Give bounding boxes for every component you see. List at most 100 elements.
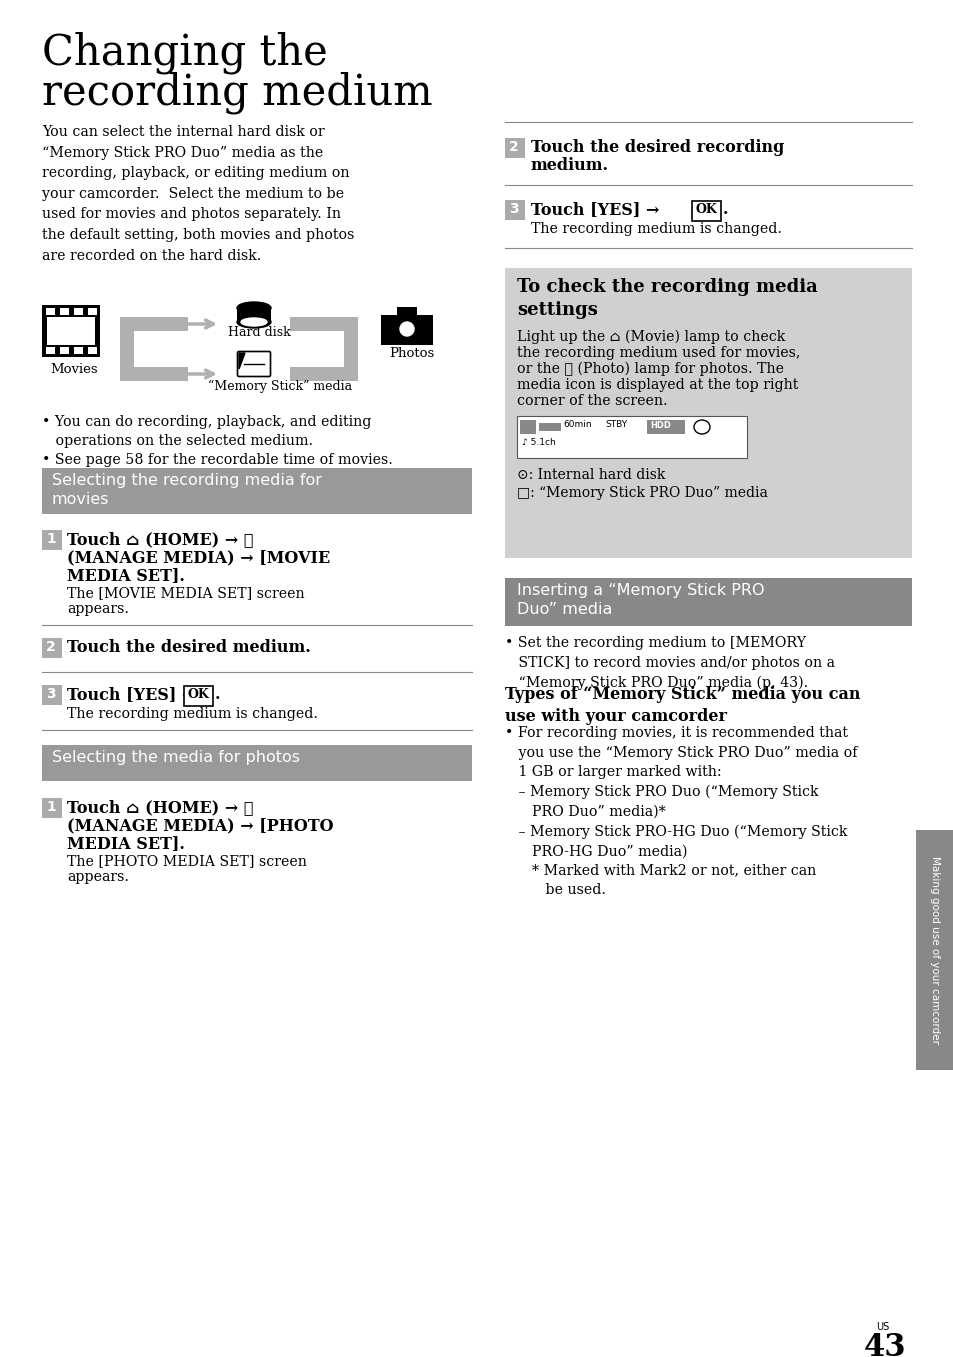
- Bar: [396, 307, 416, 319]
- Bar: [646, 421, 684, 434]
- Text: appears.: appears.: [67, 603, 129, 616]
- Text: The recording medium is changed.: The recording medium is changed.: [67, 707, 317, 721]
- Bar: [915, 830, 953, 1071]
- FancyBboxPatch shape: [184, 685, 213, 706]
- Text: Inserting a “Memory Stick PRO
Duo” media: Inserting a “Memory Stick PRO Duo” media: [517, 584, 763, 617]
- Bar: [120, 318, 188, 331]
- Bar: [42, 638, 62, 658]
- Text: or the ☁ (Photo) lamp for photos. The: or the ☁ (Photo) lamp for photos. The: [517, 362, 783, 376]
- Text: 1: 1: [46, 532, 55, 546]
- Text: MEDIA SET].: MEDIA SET].: [67, 567, 185, 584]
- Text: 60min: 60min: [562, 421, 591, 429]
- Text: appears.: appears.: [67, 870, 129, 883]
- Text: medium.: medium.: [531, 157, 608, 174]
- Ellipse shape: [236, 316, 271, 328]
- Text: Touch [YES] →: Touch [YES] →: [531, 201, 664, 218]
- Text: 43: 43: [863, 1333, 905, 1357]
- Text: OK: OK: [188, 688, 210, 702]
- Ellipse shape: [236, 303, 271, 313]
- Bar: [519, 421, 536, 434]
- Text: □: “Memory Stick PRO Duo” media: □: “Memory Stick PRO Duo” media: [517, 486, 767, 499]
- Text: The recording medium is changed.: The recording medium is changed.: [531, 223, 781, 236]
- Ellipse shape: [399, 322, 414, 337]
- Text: To check the recording media
settings: To check the recording media settings: [517, 278, 817, 319]
- Bar: [46, 347, 55, 354]
- Bar: [504, 267, 911, 558]
- Bar: [47, 318, 95, 345]
- Bar: [88, 347, 97, 354]
- Text: the recording medium used for movies,: the recording medium used for movies,: [517, 346, 800, 360]
- Bar: [42, 468, 472, 514]
- Bar: [88, 308, 97, 315]
- FancyBboxPatch shape: [237, 351, 271, 376]
- Bar: [42, 685, 62, 706]
- Text: Photos: Photos: [389, 347, 434, 360]
- Text: .: .: [722, 201, 728, 218]
- Text: Touch ⌂ (HOME) → ⌁: Touch ⌂ (HOME) → ⌁: [67, 531, 253, 548]
- Text: The [PHOTO MEDIA SET] screen: The [PHOTO MEDIA SET] screen: [67, 854, 307, 868]
- Text: 2: 2: [509, 140, 518, 153]
- Bar: [42, 305, 100, 357]
- Text: You can select the internal hard disk or
“Memory Stick PRO Duo” media as the
rec: You can select the internal hard disk or…: [42, 125, 354, 263]
- Bar: [504, 138, 524, 157]
- Text: media icon is displayed at the top right: media icon is displayed at the top right: [517, 379, 798, 392]
- Bar: [504, 199, 524, 220]
- Bar: [120, 366, 188, 381]
- Text: ♪ 5.1ch: ♪ 5.1ch: [521, 438, 556, 446]
- Text: • For recording movies, it is recommended that
   you use the “Memory Stick PRO : • For recording movies, it is recommende…: [504, 726, 857, 897]
- Text: Making good use of your camcorder: Making good use of your camcorder: [929, 856, 939, 1044]
- Text: corner of the screen.: corner of the screen.: [517, 394, 667, 408]
- Text: Touch ⌂ (HOME) → ⌁: Touch ⌂ (HOME) → ⌁: [67, 799, 253, 816]
- Text: • You can do recording, playback, and editing
   operations on the selected medi: • You can do recording, playback, and ed…: [42, 415, 371, 449]
- Text: Hard disk: Hard disk: [228, 326, 291, 339]
- Bar: [504, 578, 911, 626]
- Text: ⊙: Internal hard disk: ⊙: Internal hard disk: [517, 468, 664, 482]
- Text: • See page 58 for the recordable time of movies.: • See page 58 for the recordable time of…: [42, 453, 393, 467]
- Bar: [120, 318, 133, 381]
- Text: “Memory Stick” media: “Memory Stick” media: [208, 380, 352, 394]
- Bar: [42, 745, 472, 782]
- Bar: [236, 308, 271, 323]
- Text: Movies: Movies: [50, 364, 97, 376]
- Bar: [344, 318, 357, 381]
- Bar: [42, 798, 62, 818]
- Bar: [46, 308, 55, 315]
- Text: HDD: HDD: [649, 421, 670, 430]
- Text: (MANAGE MEDIA) → [MOVIE: (MANAGE MEDIA) → [MOVIE: [67, 550, 330, 566]
- Text: Changing the: Changing the: [42, 33, 328, 75]
- Ellipse shape: [241, 318, 267, 326]
- Text: 3: 3: [509, 202, 518, 216]
- Text: The [MOVIE MEDIA SET] screen: The [MOVIE MEDIA SET] screen: [67, 586, 304, 600]
- Text: 3: 3: [46, 687, 55, 702]
- Bar: [290, 318, 357, 331]
- Text: 2: 2: [46, 641, 55, 654]
- Text: 1: 1: [46, 801, 55, 814]
- Bar: [74, 308, 83, 315]
- Text: • Set the recording medium to [MEMORY
   STICK] to record movies and/or photos o: • Set the recording medium to [MEMORY ST…: [504, 636, 834, 689]
- Bar: [538, 423, 560, 432]
- Bar: [380, 315, 433, 345]
- Bar: [517, 417, 746, 459]
- Polygon shape: [239, 353, 245, 369]
- Text: Selecting the media for photos: Selecting the media for photos: [52, 750, 299, 765]
- Text: Types of “Memory Stick” media you can
use with your camcorder: Types of “Memory Stick” media you can us…: [504, 687, 860, 725]
- Text: US: US: [875, 1322, 888, 1333]
- Text: .: .: [214, 687, 220, 703]
- Text: MEDIA SET].: MEDIA SET].: [67, 835, 185, 852]
- Bar: [60, 308, 69, 315]
- Text: Touch the desired recording: Touch the desired recording: [531, 138, 783, 156]
- Bar: [42, 531, 62, 550]
- Text: STBY: STBY: [604, 421, 626, 429]
- Text: Light up the ⌂ (Movie) lamp to check: Light up the ⌂ (Movie) lamp to check: [517, 330, 784, 345]
- Text: recording medium: recording medium: [42, 72, 432, 114]
- FancyBboxPatch shape: [692, 201, 720, 220]
- Text: Touch [YES] →: Touch [YES] →: [67, 687, 201, 703]
- Bar: [290, 366, 357, 381]
- Text: Touch the desired medium.: Touch the desired medium.: [67, 639, 311, 655]
- Text: Selecting the recording media for
movies: Selecting the recording media for movies: [52, 474, 322, 508]
- Ellipse shape: [395, 318, 418, 341]
- Bar: [60, 347, 69, 354]
- Text: (MANAGE MEDIA) → [PHOTO: (MANAGE MEDIA) → [PHOTO: [67, 817, 334, 835]
- Text: OK: OK: [696, 204, 717, 216]
- Bar: [74, 347, 83, 354]
